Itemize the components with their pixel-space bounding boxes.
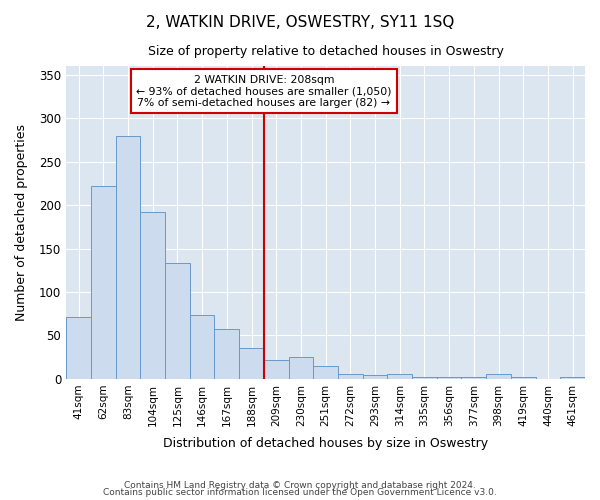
Bar [289,357,313,379]
Bar [66,317,91,379]
Text: Contains public sector information licensed under the Open Government Licence v3: Contains public sector information licen… [103,488,497,497]
Bar [313,366,338,379]
Title: Size of property relative to detached houses in Oswestry: Size of property relative to detached ho… [148,45,503,58]
Bar [214,328,239,379]
Bar [461,377,486,379]
Bar [239,348,264,379]
Bar [140,212,165,379]
Bar [91,186,116,379]
Bar [116,136,140,379]
Bar [190,316,214,379]
Text: 2 WATKIN DRIVE: 208sqm
← 93% of detached houses are smaller (1,050)
7% of semi-d: 2 WATKIN DRIVE: 208sqm ← 93% of detached… [136,75,392,108]
Bar [511,377,536,379]
Text: 2, WATKIN DRIVE, OSWESTRY, SY11 1SQ: 2, WATKIN DRIVE, OSWESTRY, SY11 1SQ [146,15,454,30]
Bar [165,264,190,379]
Text: Contains HM Land Registry data © Crown copyright and database right 2024.: Contains HM Land Registry data © Crown c… [124,480,476,490]
Bar [388,374,412,379]
Bar [437,377,461,379]
X-axis label: Distribution of detached houses by size in Oswestry: Distribution of detached houses by size … [163,437,488,450]
Bar [362,374,388,379]
Bar [560,377,585,379]
Bar [338,374,362,379]
Bar [412,377,437,379]
Y-axis label: Number of detached properties: Number of detached properties [15,124,28,321]
Bar [264,360,289,379]
Bar [486,374,511,379]
